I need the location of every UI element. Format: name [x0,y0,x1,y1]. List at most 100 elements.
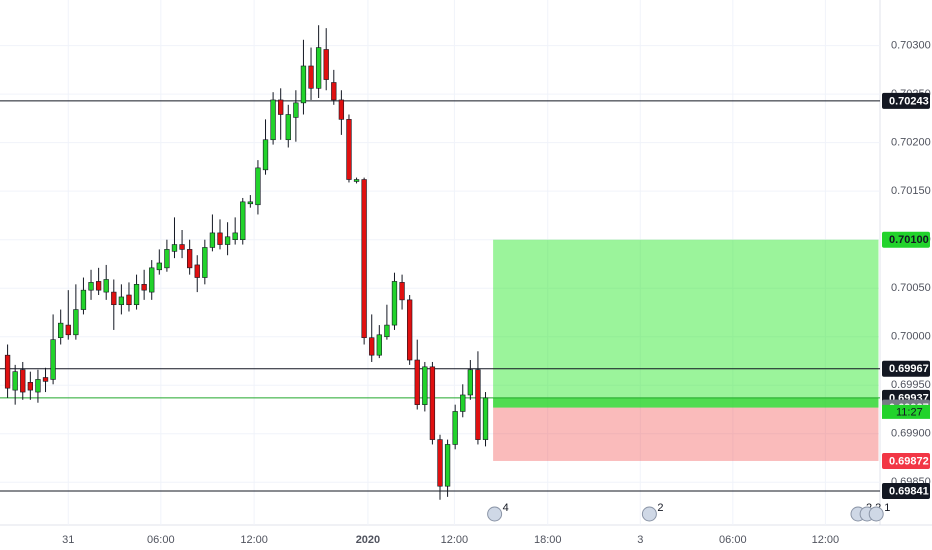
candle-body [179,244,185,250]
candle-body [444,444,451,487]
x-tick-label: 12:00 [441,534,469,546]
price-line-label-box [882,483,930,500]
countdown-box [882,404,930,419]
candle-body [255,167,261,206]
candle-body [141,284,147,291]
candle-body [429,366,436,440]
candle-body [149,267,155,293]
candle-body [118,296,125,306]
candle-body [247,201,253,205]
candle-body [202,247,208,278]
y-tick-label: 0.70150 [891,185,931,197]
candle-body [467,369,473,396]
candle-body [73,309,79,336]
y-tick-label: 0.70000 [891,331,931,343]
price-line-label-box [882,360,930,377]
candle-body [88,282,94,291]
event-count: 2 [657,502,663,514]
candle-body [460,394,466,412]
x-tick-label: 06:00 [147,534,175,546]
event-icon [868,506,884,522]
x-tick-label: 06:00 [719,534,747,546]
x-tick-label: 2020 [356,534,380,546]
candle-body [126,294,132,306]
candle-body [475,369,481,440]
candle-body [315,47,322,89]
candle-body [482,397,489,440]
candle-body [300,65,307,104]
target-label: 0.70100 [889,234,929,246]
candle-body [353,179,360,182]
x-tick-label: 12:00 [240,534,268,546]
candle-body [293,102,299,118]
candle-body [331,82,337,101]
candle-body [95,281,102,291]
x-tick-label: 18:00 [534,534,562,546]
candle-body [285,114,291,141]
y-tick-label: 0.69900 [891,428,931,440]
countdown: 11:27 [896,406,923,418]
candle-body [35,379,41,393]
event-icon [487,506,503,522]
price-line-label: 0.69841 [889,485,929,497]
event-count: 1 [884,502,890,514]
candle-body [65,324,71,336]
y-tick-label: 0.69950 [891,379,931,391]
candle-body [42,377,49,382]
candle-body [164,249,170,269]
candle-body [384,324,390,338]
candle-body [399,282,405,301]
price-line-label-box [882,92,930,109]
candle-body [452,411,458,445]
candle-body [391,281,398,326]
y-tick-label: 0.70050 [891,282,931,294]
candle-body [50,339,56,380]
candle-body [224,236,231,245]
candle-body [156,262,162,271]
target-label-box [882,231,930,248]
candle-body [369,337,375,356]
candle-body [12,371,18,391]
candle-body [80,289,87,310]
candle-body [58,322,64,339]
candle-body [103,279,109,293]
y-tick-label: 0.70300 [891,40,931,52]
candle-body [194,264,200,278]
candle-body [27,382,33,391]
stop-label-box [882,452,930,469]
event-count: 4 [503,502,509,514]
loss-zone [493,407,879,461]
y-tick-label: 0.70200 [891,137,931,149]
x-tick-label: 31 [62,534,74,546]
candle-body [4,354,11,389]
candle-body [240,201,246,240]
candle-body [187,249,193,269]
open-pnl-zone [493,397,879,408]
stop-label: 0.69872 [889,455,929,467]
x-tick-label: 12:00 [812,534,840,546]
candle-body [323,49,329,80]
candle-body [171,244,178,252]
candle-body [270,99,276,141]
candle-body [414,359,420,405]
candle-body [133,284,140,306]
candle-body [346,119,352,180]
candle-body [262,139,269,171]
candle-body [338,99,345,120]
price-line-label: 0.69967 [889,363,929,375]
candle-body [361,179,367,339]
candle-body [217,232,223,245]
candle-body [376,334,382,356]
candle-body [232,232,238,240]
candle-body [308,65,314,89]
event-icon [641,506,657,522]
candle-body [437,439,443,487]
profit-zone [493,239,879,408]
candle-body [422,366,428,405]
candle-body [209,232,216,248]
x-tick-label: 3 [637,534,643,546]
candle-body [20,369,26,393]
candle-body [278,99,284,115]
